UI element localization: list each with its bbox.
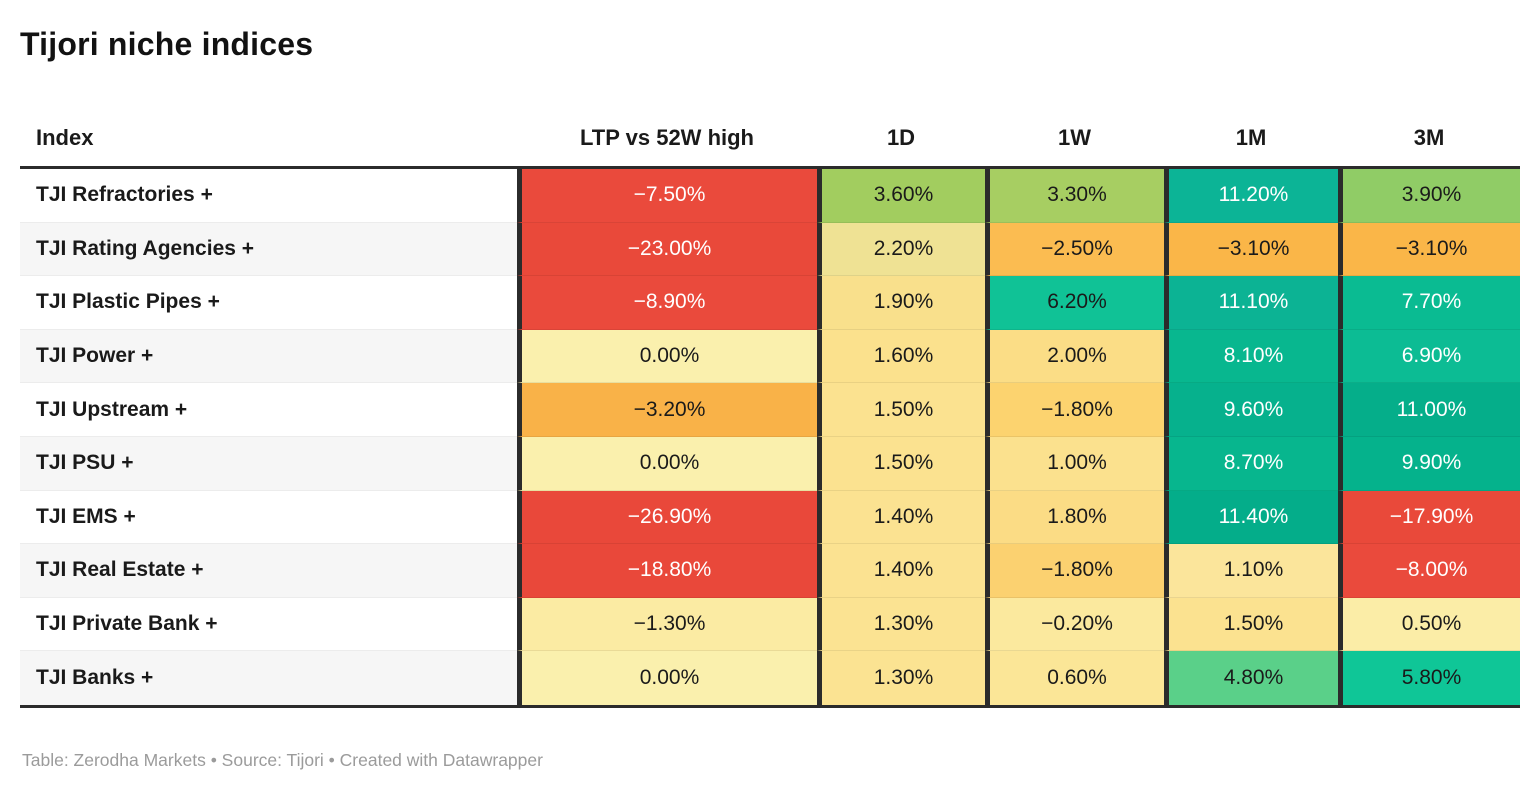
value-cell-1d: 2.20% (817, 222, 985, 277)
column-header-3m: 3M (1413, 125, 1445, 150)
value-cell-ltp-vs-52w-high: −1.30% (517, 597, 817, 652)
value-cell-3m: 5.80% (1338, 651, 1520, 705)
row-label-tji-real-estate[interactable]: TJI Real Estate + (20, 544, 517, 598)
value-cell-1w: −1.80% (985, 544, 1164, 598)
value-cell-1m: 11.40% (1164, 490, 1338, 545)
value-cell-ltp-vs-52w-high: −18.80% (517, 544, 817, 598)
column-header-1d: 1D (886, 125, 916, 150)
row-label-tji-psu[interactable]: TJI PSU + (20, 436, 517, 491)
value-cell-1d: 1.40% (817, 544, 985, 598)
value-cell-1d: 1.40% (817, 490, 985, 545)
value-cell-1d: 1.30% (817, 597, 985, 652)
table-row: TJI Plastic Pipes + −8.90% 1.90% 6.20% 11.10… (20, 276, 1520, 330)
row-label-tji-plastic-pipes[interactable]: TJI Plastic Pipes + (20, 276, 517, 330)
value-cell-ltp-vs-52w-high: 0.00% (517, 329, 817, 384)
value-cell-3m: −17.90% (1338, 490, 1520, 545)
table-bottom-border (20, 704, 1520, 708)
value-cell-ltp-vs-52w-high: −8.90% (517, 276, 817, 330)
value-cell-3m: −3.10% (1338, 222, 1520, 277)
table-row: TJI Refractories + −7.50% 3.60% 3.30% 11.20%… (20, 169, 1520, 223)
value-cell-1m: 4.80% (1164, 651, 1338, 705)
row-label-tji-ems[interactable]: TJI EMS + (20, 490, 517, 545)
value-cell-ltp-vs-52w-high: −26.90% (517, 490, 817, 545)
value-cell-1d: 1.50% (817, 383, 985, 437)
value-cell-1m: 11.20% (1164, 169, 1338, 223)
value-cell-3m: 3.90% (1338, 169, 1520, 223)
value-cell-1w: 0.60% (985, 651, 1164, 705)
value-cell-1d: 3.60% (817, 169, 985, 223)
value-cell-3m: −8.00% (1338, 544, 1520, 598)
value-cell-1m: 11.10% (1164, 276, 1338, 330)
column-header-1w: 1W (1058, 125, 1091, 150)
value-cell-3m: 7.70% (1338, 276, 1520, 330)
value-cell-ltp-vs-52w-high: −23.00% (517, 222, 817, 277)
value-cell-1m: 8.10% (1164, 329, 1338, 384)
value-cell-1d: 1.50% (817, 436, 985, 491)
value-cell-1w: 3.30% (985, 169, 1164, 223)
table-row: TJI Rating Agencies + −23.00% 2.20% −2.50% −… (20, 222, 1520, 277)
table-row: TJI Private Bank + −1.30% 1.30% −0.20% 1.50%… (20, 597, 1520, 652)
value-cell-1d: 1.30% (817, 651, 985, 705)
table-attribution: Table: Zerodha Markets • Source: Tijori … (22, 749, 543, 770)
value-cell-ltp-vs-52w-high: −7.50% (517, 169, 817, 223)
value-cell-3m: 6.90% (1338, 329, 1520, 384)
row-label-tji-private-bank[interactable]: TJI Private Bank + (20, 597, 517, 652)
row-label-tji-refractories[interactable]: TJI Refractories + (20, 169, 517, 223)
value-cell-1w: −1.80% (985, 383, 1164, 437)
datawrapper-table-page: Tijori niche indices Index LTP vs 52W hig… (20, 26, 1520, 770)
value-cell-3m: 9.90% (1338, 436, 1520, 491)
value-cell-1m: 1.50% (1164, 597, 1338, 652)
value-cell-1w: 6.20% (985, 276, 1164, 330)
column-header-1m: 1M (1235, 125, 1267, 150)
row-label-tji-power[interactable]: TJI Power + (20, 329, 517, 384)
column-header-index: Index (36, 125, 94, 150)
column-header-ltp-vs-52w-high: LTP vs 52W high (580, 125, 754, 150)
value-cell-1m: 9.60% (1164, 383, 1338, 437)
value-cell-1w: 1.80% (985, 490, 1164, 545)
table-row: TJI EMS + −26.90% 1.40% 1.80% 11.40% −17.90% (20, 490, 1520, 545)
value-cell-ltp-vs-52w-high: 0.00% (517, 651, 817, 705)
value-cell-1m: 8.70% (1164, 436, 1338, 491)
table-body: TJI Refractories + −7.50% 3.60% 3.30% 11.20%… (20, 169, 1520, 705)
value-cell-1w: 1.00% (985, 436, 1164, 491)
value-cell-3m: 11.00% (1338, 383, 1520, 437)
value-cell-1w: 2.00% (985, 329, 1164, 384)
value-cell-1m: −3.10% (1164, 222, 1338, 277)
table-row: TJI Power +0.00% 1.60% 2.00% 8.10% 6.90% (20, 329, 1520, 384)
value-cell-ltp-vs-52w-high: 0.00% (517, 436, 817, 491)
table-row: TJI Upstream + −3.20% 1.50% −1.80% 9.60% 11.0… (20, 383, 1520, 437)
table-row: TJI PSU +0.00% 1.50% 1.00% 8.70% 9.90% (20, 436, 1520, 491)
page-title: Tijori niche indices (20, 26, 314, 62)
indices-table: Index LTP vs 52W high 1D 1W 1M 3M TJI Refract… (20, 110, 1520, 708)
value-cell-1w: −0.20% (985, 597, 1164, 652)
row-label-tji-upstream[interactable]: TJI Upstream + (20, 383, 517, 437)
row-label-tji-banks[interactable]: TJI Banks + (20, 651, 517, 705)
row-label-tji-rating-agencies[interactable]: TJI Rating Agencies + (20, 222, 517, 277)
table-row: TJI Banks +0.00% 1.30% 0.60% 4.80% 5.80% (20, 651, 1520, 705)
value-cell-1w: −2.50% (985, 222, 1164, 277)
value-cell-1d: 1.60% (817, 329, 985, 384)
value-cell-1d: 1.90% (817, 276, 985, 330)
value-cell-3m: 0.50% (1338, 597, 1520, 652)
value-cell-ltp-vs-52w-high: −3.20% (517, 383, 817, 437)
table-row: TJI Real Estate + −18.80% 1.40% −1.80% 1.10%… (20, 544, 1520, 598)
table-header-row: Index LTP vs 52W high 1D 1W 1M 3M (20, 110, 1520, 169)
value-cell-1m: 1.10% (1164, 544, 1338, 598)
